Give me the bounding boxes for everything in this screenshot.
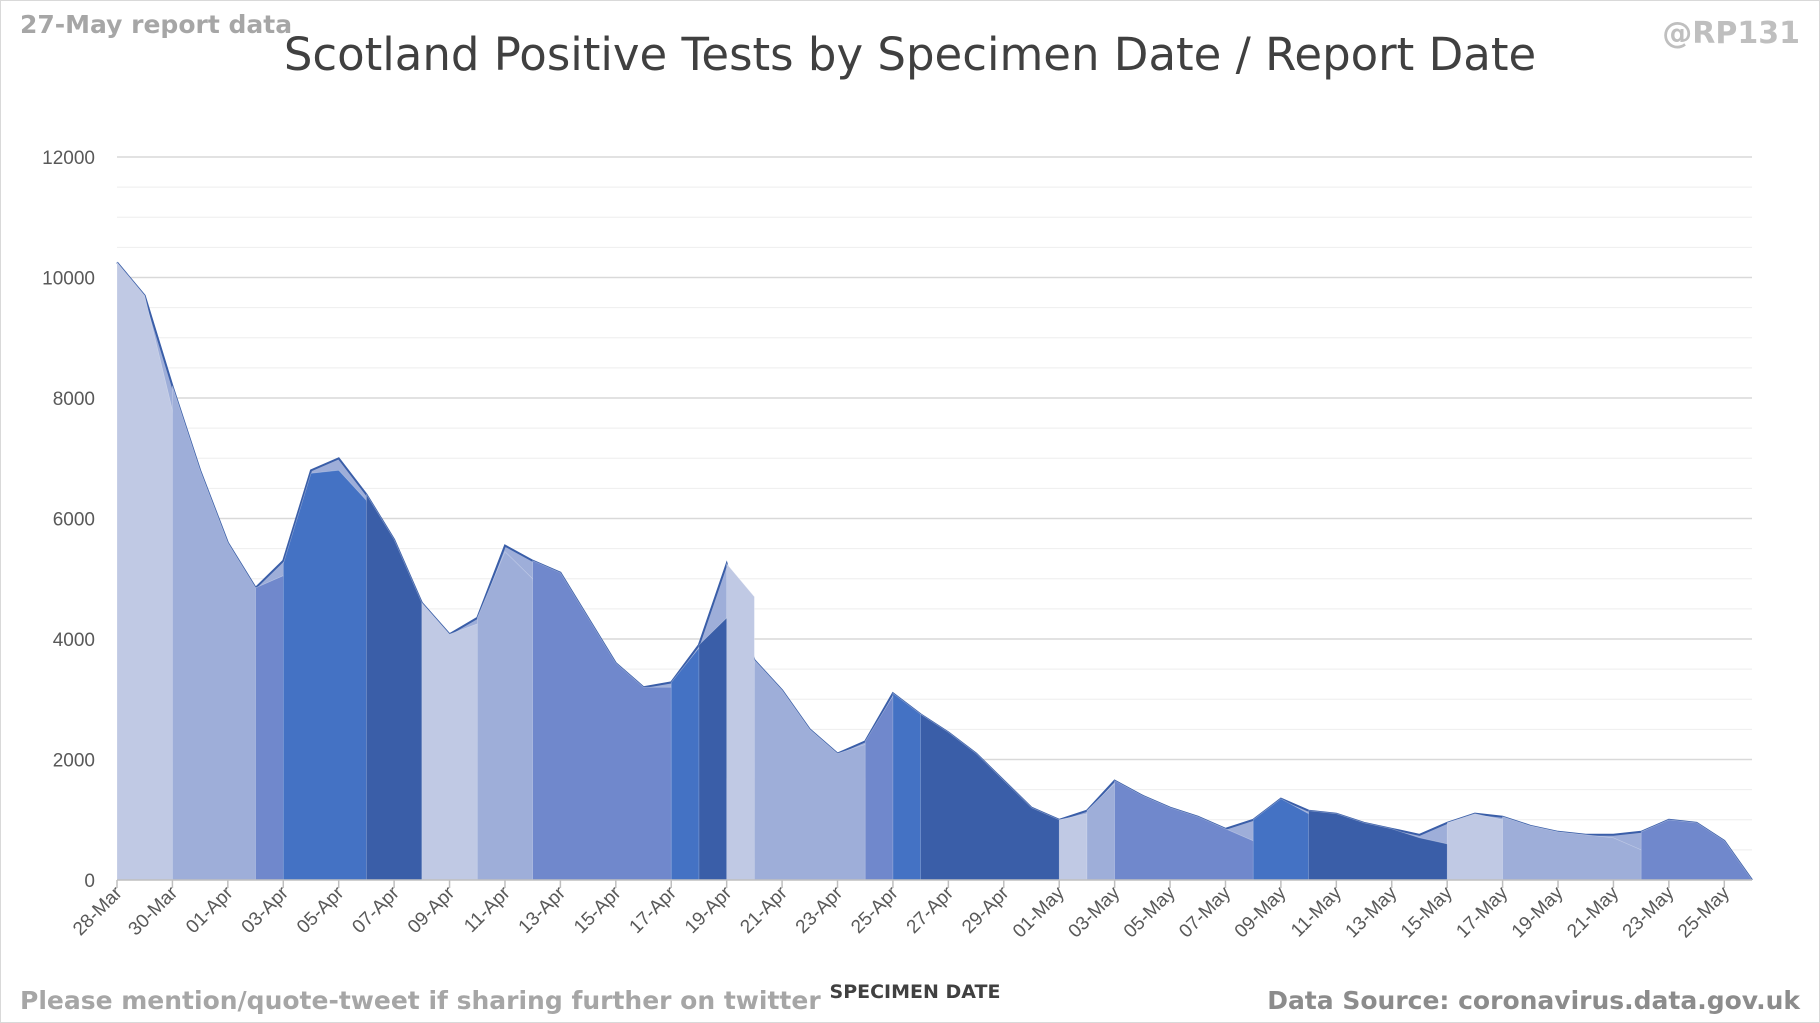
x-tick-label: 03-May	[1065, 882, 1125, 942]
y-tick-label: 4000	[53, 630, 95, 651]
area-series	[116, 261, 1753, 881]
x-tick-label: 11-Apr	[460, 882, 515, 937]
x-tick-label: 25-Apr	[847, 882, 903, 938]
x-tick-label: 09-Apr	[404, 882, 460, 938]
x-tick-label: 17-May	[1452, 882, 1512, 942]
x-tick-label: 01-May	[1009, 882, 1069, 942]
y-tick-label: 2000	[53, 751, 95, 772]
author-handle: @RP131	[1662, 16, 1800, 51]
x-tick-label: 11-May	[1287, 882, 1346, 941]
y-tick-label: 10000	[42, 269, 95, 290]
y-tick-label: 6000	[53, 510, 95, 531]
x-tick-label: 13-May	[1342, 882, 1402, 942]
x-tick-label: 19-May	[1508, 882, 1568, 942]
x-tick-label: 17-Apr	[626, 882, 682, 938]
x-tick-label: 29-Apr	[958, 882, 1014, 938]
x-tick-label: 07-Apr	[348, 882, 404, 938]
data-source: Data Source: coronavirus.data.gov.uk	[1267, 986, 1800, 1015]
x-tick-label: 25-May	[1674, 882, 1734, 942]
x-tick-label: 03-Apr	[238, 882, 294, 938]
x-tick-label: 09-May	[1231, 882, 1291, 942]
y-tick-label: 8000	[53, 389, 95, 410]
chart-title: Scotland Positive Tests by Specimen Date…	[283, 28, 1537, 81]
x-tick-label: 27-Apr	[903, 882, 959, 938]
x-tick-label: 01-Apr	[182, 882, 238, 938]
x-tick-label: 05-May	[1120, 882, 1180, 942]
y-tick-label: 12000	[42, 148, 95, 169]
x-axis-title: SPECIMEN DATE	[830, 981, 1001, 1003]
x-tick-label: 15-Apr	[570, 882, 626, 938]
report-date-label: 27-May report data	[20, 10, 293, 39]
x-tick-label: 05-Apr	[293, 882, 349, 938]
x-tick-label: 23-Apr	[792, 882, 848, 938]
x-tick-label: 23-May	[1619, 882, 1679, 942]
grid-lines	[117, 156, 1752, 851]
report-date-area	[726, 562, 755, 881]
x-tick-label: 13-Apr	[515, 882, 571, 938]
y-axis-tick-labels: 0 2000 4000 6000 8000 10000 12000	[42, 148, 95, 892]
x-tick-label: 30-Mar	[125, 882, 183, 940]
x-tick-label: 28-Mar	[69, 882, 127, 940]
x-tick-label: 07-May	[1175, 882, 1235, 942]
x-tick-label: 21-Apr	[736, 882, 792, 938]
x-tick-label: 21-May	[1563, 882, 1623, 942]
share-note: Please mention/quote-tweet if sharing fu…	[20, 986, 821, 1015]
x-tick-label: 19-Apr	[681, 882, 737, 938]
y-tick-label: 0	[84, 871, 95, 892]
x-tick-label: 15-May	[1397, 882, 1457, 942]
